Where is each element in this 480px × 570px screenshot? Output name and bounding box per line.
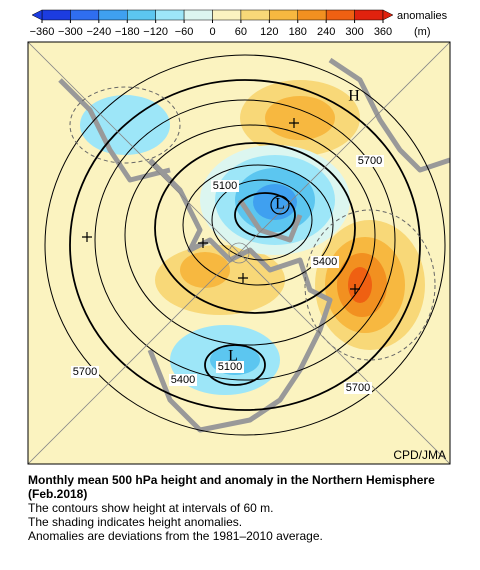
coastlines — [58, 57, 450, 433]
colorbar-segment — [325, 9, 355, 21]
contour-label-bg — [344, 382, 372, 394]
colorbar-segment — [240, 9, 270, 21]
colorbar-unit: (m) — [414, 26, 431, 38]
contour-label-bg — [211, 180, 239, 192]
caption: Monthly mean 500 hPa height and anomaly … — [28, 473, 458, 543]
colorbar-end — [382, 9, 394, 21]
colorbar-segment — [183, 9, 213, 21]
extrema-markers — [82, 118, 360, 294]
contour-label-bg — [356, 155, 384, 167]
contour-label: 5700 — [73, 366, 97, 378]
grid-lines — [28, 42, 450, 464]
caption-line: The contours show height at intervals of… — [28, 501, 274, 515]
contour-label-bg — [311, 256, 339, 268]
colorbar-segment — [98, 9, 128, 21]
contour-label: 5400 — [313, 256, 337, 268]
low-marker: L — [275, 196, 285, 213]
colorbar-tick-label: 300 — [345, 26, 363, 38]
colorbar-tick-label: 360 — [374, 26, 392, 38]
contour-label: 5700 — [358, 155, 382, 167]
contour-label: 5700 — [346, 382, 370, 394]
colorbar-tick-label: −300 — [58, 26, 83, 38]
map-frame — [27, 41, 451, 465]
colorbar-segment — [354, 9, 384, 21]
colorbar-segment — [155, 9, 185, 21]
contour-label-bg — [216, 361, 244, 373]
contour-label-bg — [169, 374, 197, 386]
colorbar-tick-label: 120 — [260, 26, 278, 38]
colorbar-tick-label: −360 — [30, 26, 55, 38]
contours — [44, 54, 446, 436]
high-marker: H — [348, 88, 360, 105]
low-marker: L — [228, 348, 238, 365]
colorbar-tick-label: −120 — [143, 26, 168, 38]
colorbar-segment — [212, 9, 242, 21]
caption-line: The shading indicates height anomalies. — [28, 515, 243, 529]
colorbar-tick-label: 0 — [209, 26, 215, 38]
colorbar-tick-label: −60 — [175, 26, 194, 38]
contour-label: 5400 — [171, 374, 195, 386]
caption-title: Monthly mean 500 hPa height and anomaly … — [28, 473, 435, 501]
colorbar-segment — [127, 9, 156, 21]
credit: CPD/JMA — [393, 448, 446, 462]
contour-label: 5100 — [218, 361, 242, 373]
colorbar-tick-label: −240 — [86, 26, 111, 38]
colorbar-segment — [269, 9, 299, 21]
colorbar-segment — [70, 9, 100, 21]
map — [28, 42, 450, 464]
map-figure: −360 −300 −240 −180 −120 −60 0 60 120 180 240 300 36… — [27, 9, 451, 465]
colorbar-tick-label: 240 — [317, 26, 335, 38]
colorbar-tick-label: 180 — [289, 26, 307, 38]
contour-label: 5100 — [213, 180, 237, 192]
colorbar-label: anomalies — [397, 10, 448, 22]
contour-label-bg — [71, 366, 99, 378]
colorbar-tick-label: 60 — [235, 26, 247, 38]
colorbar-segment — [297, 9, 327, 21]
colorbar-end — [31, 9, 43, 21]
caption-line: Anomalies are deviations from the 1981–2… — [28, 529, 323, 543]
colorbar-segment — [41, 9, 71, 21]
zero-anomaly-lines — [69, 86, 436, 361]
colorbar-tick-label: −180 — [115, 26, 140, 38]
